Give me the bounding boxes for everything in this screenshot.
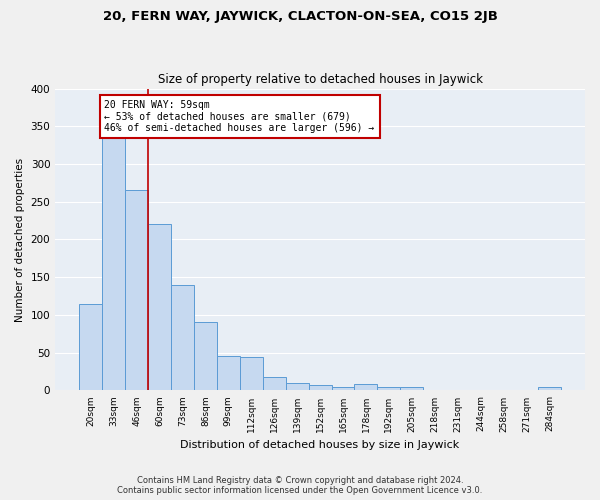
X-axis label: Distribution of detached houses by size in Jaywick: Distribution of detached houses by size …: [181, 440, 460, 450]
Bar: [240, 357, 263, 390]
Bar: [79, 304, 102, 390]
Bar: [102, 138, 125, 390]
Text: 20 FERN WAY: 59sqm
← 53% of detached houses are smaller (679)
46% of semi-detach: 20 FERN WAY: 59sqm ← 53% of detached hou…: [104, 100, 375, 133]
Text: Contains HM Land Registry data © Crown copyright and database right 2024.
Contai: Contains HM Land Registry data © Crown c…: [118, 476, 482, 495]
Bar: [400, 388, 423, 390]
Bar: [308, 385, 332, 390]
Bar: [538, 388, 561, 390]
Bar: [148, 224, 171, 390]
Bar: [263, 377, 286, 390]
Bar: [217, 356, 240, 390]
Bar: [332, 386, 355, 390]
Title: Size of property relative to detached houses in Jaywick: Size of property relative to detached ho…: [158, 73, 482, 86]
Y-axis label: Number of detached properties: Number of detached properties: [15, 158, 25, 322]
Bar: [171, 285, 194, 391]
Bar: [194, 322, 217, 390]
Bar: [125, 190, 148, 390]
Bar: [355, 384, 377, 390]
Bar: [377, 388, 400, 390]
Text: 20, FERN WAY, JAYWICK, CLACTON-ON-SEA, CO15 2JB: 20, FERN WAY, JAYWICK, CLACTON-ON-SEA, C…: [103, 10, 497, 23]
Bar: [286, 383, 308, 390]
